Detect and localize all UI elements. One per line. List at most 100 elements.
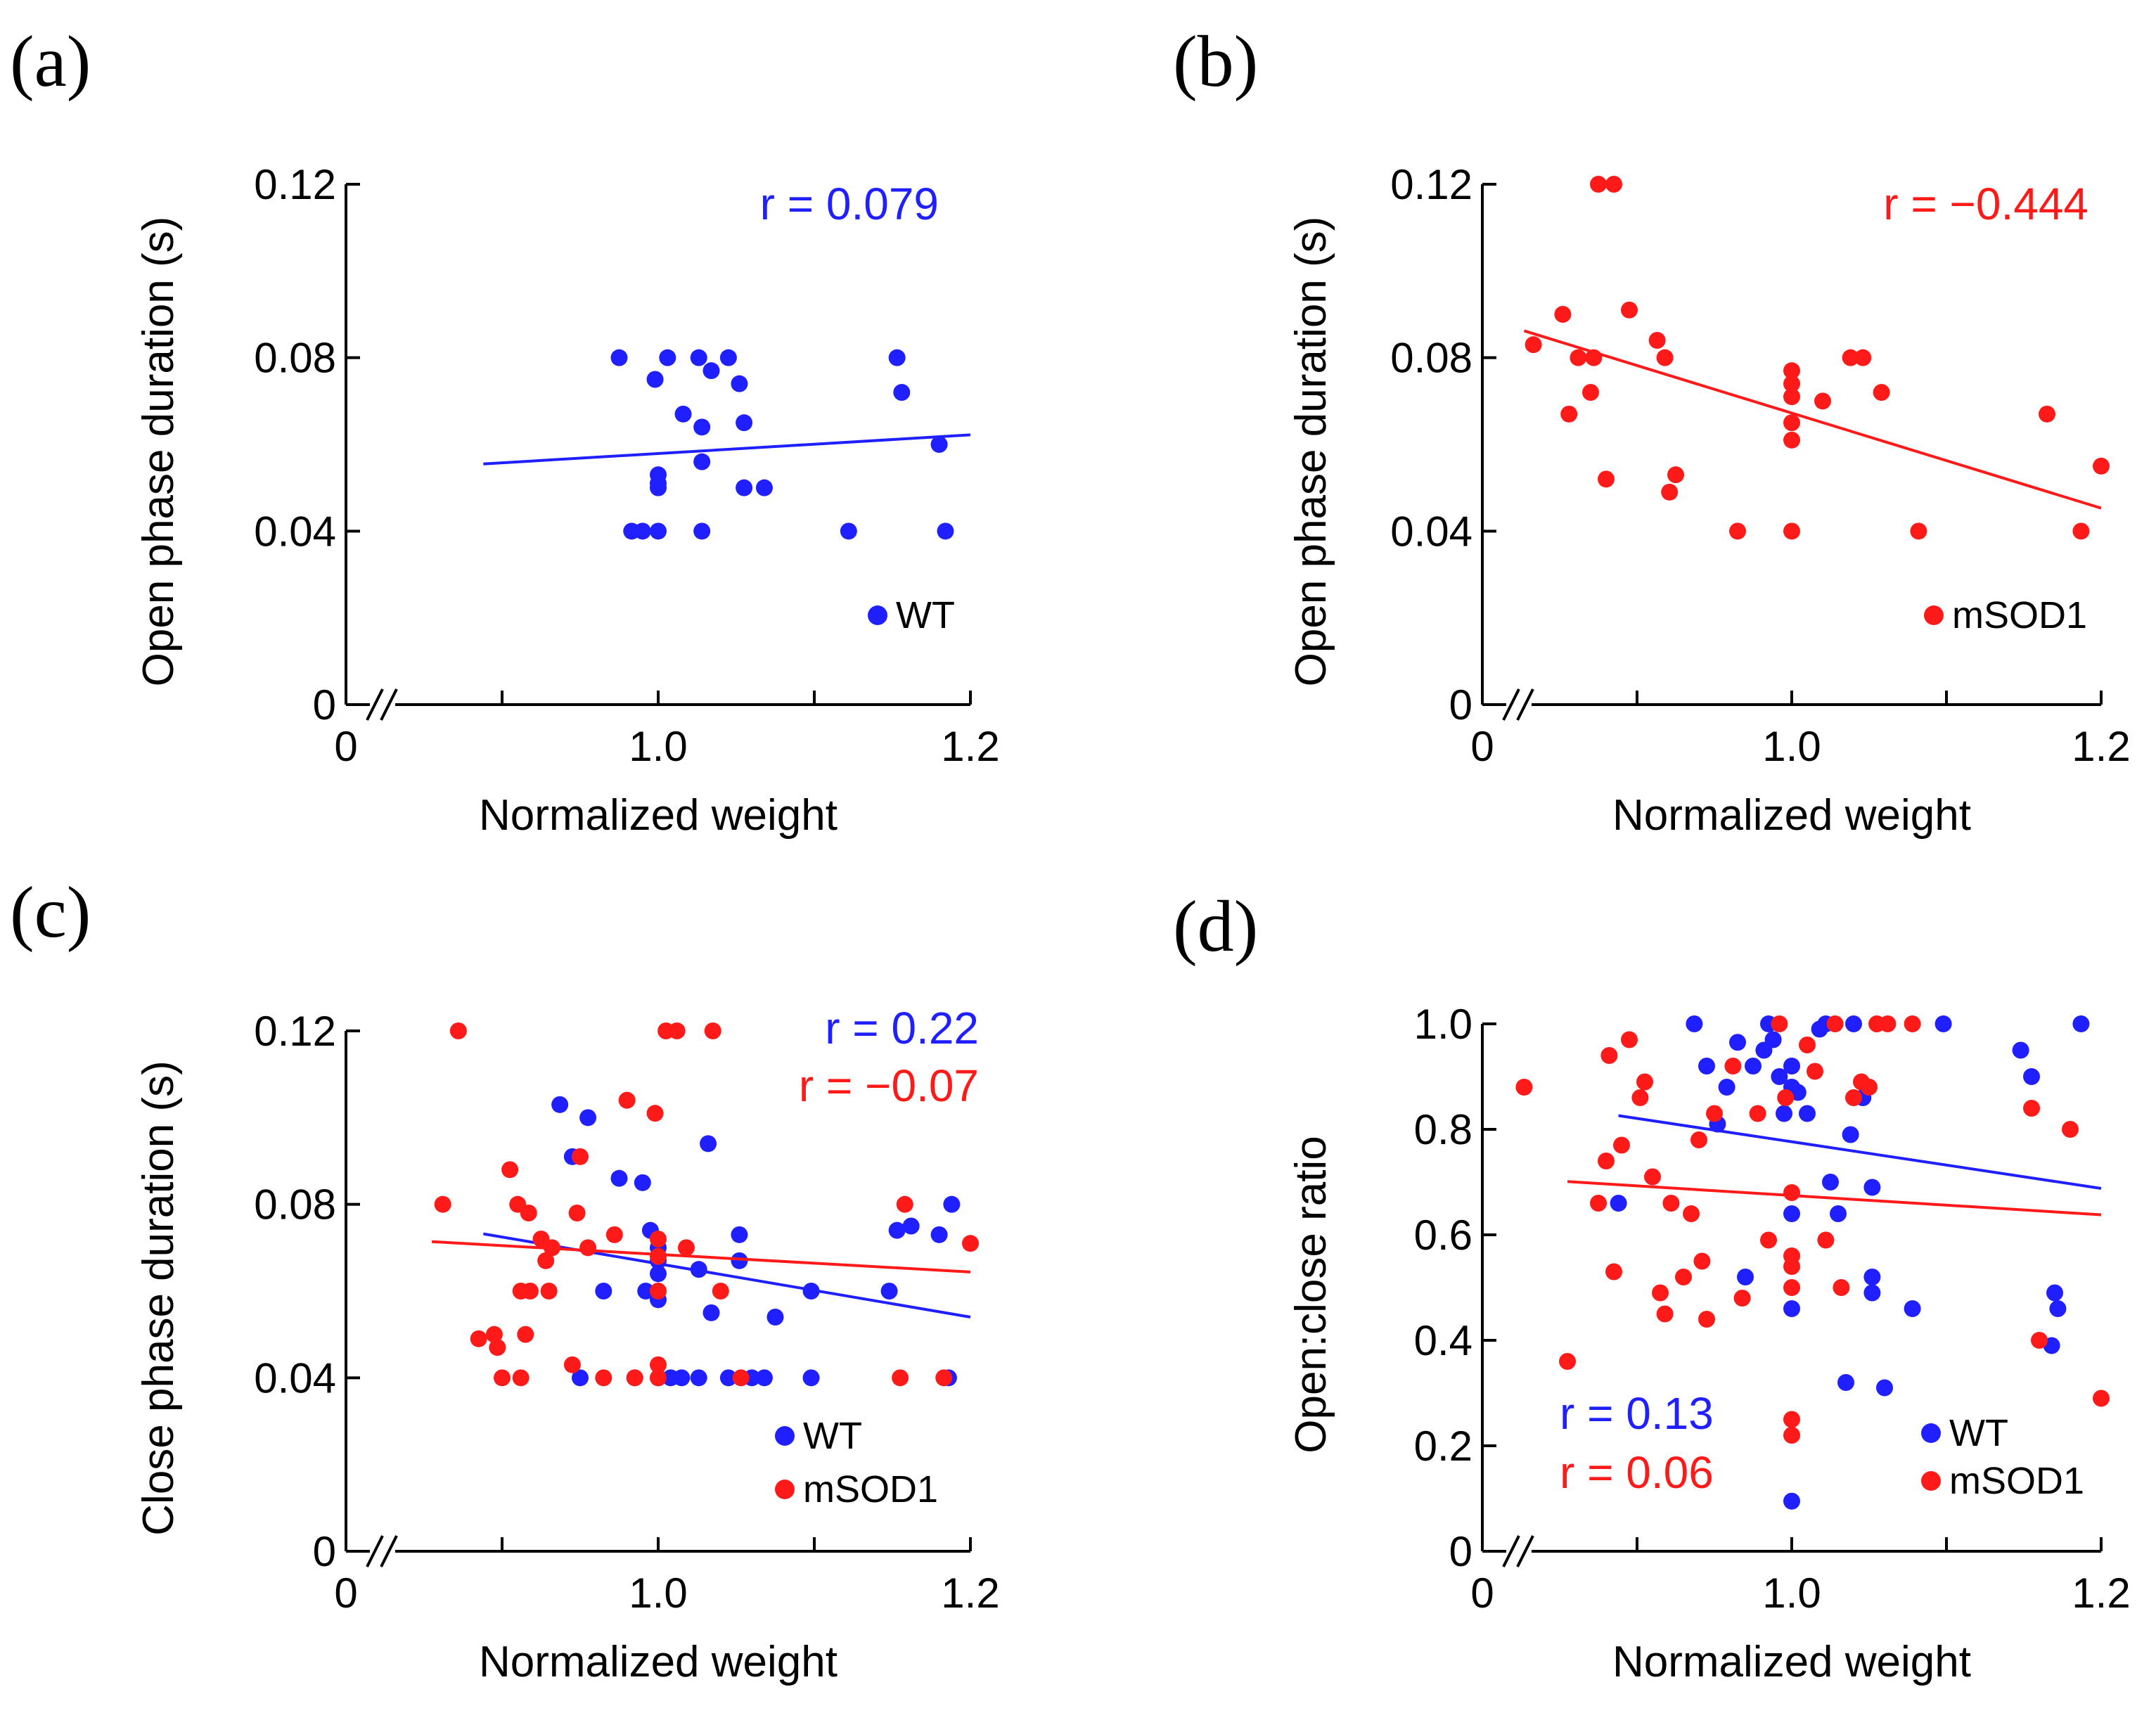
data-point-msod1 (1656, 349, 1674, 366)
data-point-msod1 (1807, 1063, 1823, 1080)
data-point-wt (719, 1369, 737, 1387)
data-point-msod1 (1644, 1168, 1661, 1186)
data-point-msod1 (1605, 1263, 1622, 1281)
data-point-msod1 (1783, 375, 1800, 392)
legend-marker-msod1 (1921, 1471, 1941, 1491)
x-tick-label: 1.0 (1762, 1570, 1821, 1617)
data-point-msod1 (650, 1283, 667, 1300)
y-tick-label: 0.6 (1414, 1212, 1472, 1259)
y-tick-label: 0.12 (254, 161, 336, 208)
data-point-msod1 (1854, 349, 1872, 366)
data-point-msod1 (650, 1369, 667, 1387)
data-point-msod1 (1749, 1105, 1766, 1122)
data-point-wt (766, 1309, 784, 1326)
data-point-msod1 (1636, 1073, 1653, 1091)
data-point-msod1 (646, 1105, 664, 1122)
r-value-msod1: r = −0.444 (1883, 179, 2088, 229)
data-point-msod1 (1525, 336, 1542, 354)
data-point-msod1 (537, 1252, 555, 1269)
data-point-msod1 (2093, 1390, 2110, 1407)
fit-line-wt (1618, 1114, 2102, 1190)
data-point-msod1 (650, 1231, 667, 1247)
data-point-msod1 (540, 1283, 558, 1300)
data-point-msod1 (896, 1195, 913, 1213)
x-axis-title: Normalized weight (479, 1638, 838, 1686)
data-point-msod1 (1842, 349, 1859, 366)
y-tick-label: 0 (1449, 1528, 1472, 1575)
data-point-wt (674, 405, 692, 423)
data-point-msod1 (2062, 1121, 2079, 1138)
data-point-msod1 (935, 1369, 953, 1387)
data-point-wt (646, 371, 664, 388)
panel-b: (b) 0 0.04 0.08 0.12 0 1.0 1.2 Normalized weigh… (1173, 21, 2131, 840)
data-point-wt (1729, 1034, 1746, 1051)
y-tick-label: 0.08 (254, 335, 336, 382)
data-point-wt (634, 522, 651, 540)
data-point-msod1 (485, 1326, 503, 1343)
data-point-wt (943, 1195, 961, 1213)
data-point-wt (1783, 1300, 1800, 1317)
data-point-wt (736, 414, 753, 432)
fit-line-wt (483, 433, 971, 466)
data-point-msod1 (1879, 1015, 1897, 1032)
data-point-wt (1783, 1205, 1800, 1222)
data-point-wt (1822, 1174, 1839, 1191)
data-point-wt (634, 1174, 651, 1191)
x-tick-label: 1.2 (941, 723, 999, 770)
data-point-msod1 (1771, 1015, 1788, 1032)
data-point-msod1 (1598, 470, 1615, 488)
data-point-msod1 (668, 1022, 686, 1039)
data-point-msod1 (1817, 1231, 1835, 1249)
data-point-wt (702, 362, 720, 380)
x-tick-label: 1.0 (629, 1570, 687, 1617)
axis-break-mark (1516, 688, 1534, 721)
data-point-msod1 (1783, 362, 1800, 380)
data-point-msod1 (520, 1205, 537, 1221)
fit-line-msod1 (1523, 329, 2102, 510)
x-axis-title: Normalized weight (479, 791, 838, 840)
data-point-msod1 (1698, 1311, 1715, 1328)
data-point-wt (1934, 1015, 1952, 1032)
y-tick-label: 0 (1449, 681, 1472, 729)
data-point-msod1 (1873, 384, 1890, 401)
data-point-msod1 (1733, 1290, 1751, 1307)
data-point-wt (1610, 1195, 1627, 1212)
data-point-msod1 (650, 1356, 667, 1373)
data-point-wt (693, 418, 711, 436)
data-point-msod1 (521, 1283, 539, 1300)
data-point-msod1 (1783, 414, 1800, 432)
data-point-wt (595, 1283, 612, 1300)
y-tick-label: 0 (313, 1528, 336, 1575)
x-tick-label: 0 (334, 723, 357, 770)
axis-break-mark (380, 688, 398, 721)
data-point-msod1 (1652, 1284, 1669, 1302)
data-point-wt (1837, 1374, 1854, 1391)
legend-marker-wt (868, 605, 887, 625)
data-point-msod1 (517, 1326, 534, 1343)
data-point-msod1 (494, 1369, 511, 1387)
data-point-msod1 (618, 1091, 636, 1109)
data-point-msod1 (1783, 522, 1800, 540)
data-point-msod1 (1783, 1427, 1800, 1444)
data-point-wt (1783, 1058, 1800, 1074)
data-point-wt (802, 1283, 820, 1300)
data-point-wt (880, 1283, 898, 1300)
data-point-wt (755, 1369, 773, 1387)
data-point-wt (579, 1109, 597, 1127)
data-point-msod1 (544, 1239, 561, 1257)
data-point-wt (673, 1369, 691, 1387)
data-point-wt (731, 1226, 748, 1243)
legend-label-wt: WT (1949, 1412, 2008, 1454)
y-tick-label: 0.04 (254, 508, 336, 555)
data-point-msod1 (470, 1330, 487, 1347)
legend-label-wt: WT (803, 1415, 862, 1457)
y-tick-label: 0.08 (1390, 335, 1472, 382)
data-point-msod1 (1904, 1015, 1921, 1032)
data-point-wt (1698, 1058, 1715, 1074)
data-point-wt (930, 436, 948, 453)
data-point-msod1 (1724, 1058, 1742, 1074)
data-point-msod1 (572, 1148, 589, 1165)
y-tick-label: 0.12 (1390, 161, 1472, 208)
data-point-msod1 (1729, 522, 1746, 540)
x-axis-title: Normalized weight (1612, 791, 1971, 840)
